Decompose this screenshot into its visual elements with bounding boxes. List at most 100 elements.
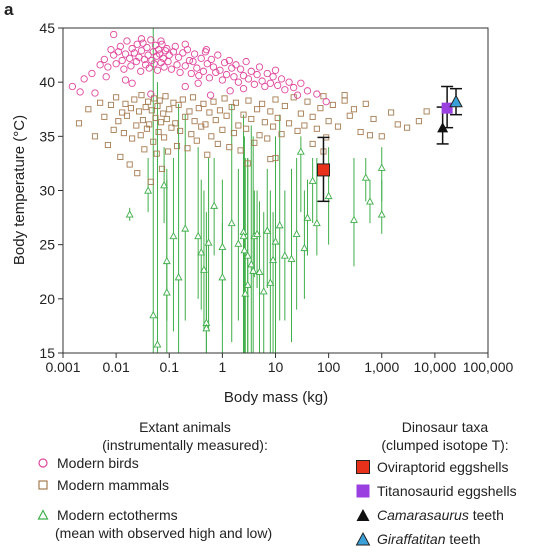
bird-point: [150, 60, 158, 68]
ectotherm-point: [253, 229, 262, 238]
bird-point: [277, 75, 286, 83]
bird-point: [271, 66, 280, 74]
legend-item-giraffatitan: Giraffatitan teeth: [355, 530, 535, 548]
legend-extant-heading2: (instrumentally measured):: [102, 437, 268, 453]
bird-point: [137, 67, 145, 75]
legend-label-mammals: Modern mammals: [57, 477, 170, 493]
y-axis: 15 20 25 30 35 40 45: [39, 20, 63, 361]
mammal-point: [362, 100, 369, 107]
ectotherm-point: [144, 186, 153, 194]
bird-point: [104, 63, 112, 71]
bird-point: [313, 90, 321, 98]
ectotherm-point: [292, 229, 301, 238]
mammal-point: [134, 170, 141, 177]
mammal-point: [208, 133, 215, 140]
bird-point: [147, 90, 155, 98]
bird-point: [80, 75, 88, 83]
black-triangle-icon: [356, 509, 370, 521]
bird-point: [197, 54, 205, 62]
x-tick-label: 100: [317, 359, 341, 375]
mammal-point: [75, 120, 83, 127]
ectotherm-point: [197, 248, 206, 256]
bird-point: [202, 46, 211, 54]
mammal-point: [155, 128, 162, 136]
legend-ectotherms-note: (mean with observed high and low): [55, 525, 273, 541]
mammal-point: [202, 121, 209, 128]
legend-label-camarasaurus: Camarasaurus teeth: [377, 506, 504, 524]
mammal-point: [104, 141, 111, 149]
mammal-point: [366, 132, 374, 139]
mammal-point: [270, 123, 277, 130]
mammal-point: [243, 125, 250, 132]
mammal-point: [189, 94, 197, 101]
mammal-point: [278, 131, 285, 138]
ectotherm-point: [361, 173, 370, 181]
bird-point: [205, 74, 214, 82]
mammal-point: [206, 109, 213, 116]
ectotherm-point: [287, 254, 296, 262]
mammal-point: [175, 101, 182, 108]
mammal-point: [160, 110, 167, 117]
ectotherm-point: [227, 218, 236, 227]
bird-point: [130, 49, 138, 57]
bird-point: [153, 66, 162, 74]
bird-point: [206, 91, 215, 99]
bird-point: [266, 79, 275, 87]
mammal-point: [226, 144, 233, 151]
ectotherm-point: [308, 176, 317, 184]
mammal-point: [182, 113, 189, 120]
mammal-point: [309, 140, 316, 147]
legend-label-ectotherms: Modern ectotherms: [57, 507, 178, 523]
mammal-point: [188, 131, 195, 138]
mammal-point: [186, 108, 193, 115]
mammal-point: [267, 156, 274, 163]
camarasaurus-name: Camarasaurus: [377, 507, 469, 523]
bird-point: [244, 75, 253, 83]
y-tick-label: 20: [39, 291, 55, 307]
bird-point: [88, 69, 96, 78]
giraffatitan-name: Giraffatitan: [377, 531, 446, 547]
bird-point: [195, 72, 203, 80]
bird-point: [253, 70, 261, 79]
bird-point: [239, 85, 248, 93]
bird-point: [228, 64, 236, 72]
bird-point: [181, 82, 189, 91]
mammal-point: [152, 114, 159, 121]
mammal-point: [107, 101, 115, 108]
mammal-point: [158, 165, 166, 172]
mammal-point: [165, 148, 172, 155]
bird-point: [181, 40, 189, 48]
ectotherm-point: [125, 210, 134, 218]
legend-dino-heading2: (clumped isotope T):: [381, 437, 509, 453]
plot-marks: [68, 28, 463, 353]
giraffatitan-point: [449, 94, 463, 108]
mammal-point: [133, 122, 140, 129]
mammal-point: [301, 122, 308, 129]
ectotherm-point: [296, 147, 305, 155]
mammal-point: [244, 160, 251, 167]
mammal-point: [240, 111, 247, 118]
ectotherm-point: [324, 191, 333, 200]
mammal-point: [320, 93, 327, 100]
legend-label-birds: Modern birds: [57, 455, 139, 471]
bird-point: [68, 82, 77, 91]
mammal-point: [131, 96, 138, 103]
x-tick-label: 10,000: [413, 359, 456, 375]
mammal-point: [91, 133, 99, 140]
ectotherm-point: [153, 340, 162, 348]
bird-point: [96, 61, 104, 69]
mammal-point: [146, 121, 153, 128]
mammal-point: [163, 115, 170, 123]
mammal-point: [281, 102, 288, 110]
oviraptorid-point: [316, 163, 330, 177]
ectotherm-point: [269, 255, 278, 264]
mammal-point: [423, 108, 430, 115]
mammal-point: [309, 113, 316, 120]
ectotherm-point: [259, 287, 268, 295]
bird-point: [222, 70, 231, 79]
bird-point: [121, 76, 130, 84]
camarasaurus-suffix: teeth: [468, 507, 504, 523]
titanosaurid-point: [441, 102, 453, 114]
legend-item-ectotherms: Modern ectotherms: [35, 506, 335, 524]
ectotherm-point: [160, 180, 169, 189]
